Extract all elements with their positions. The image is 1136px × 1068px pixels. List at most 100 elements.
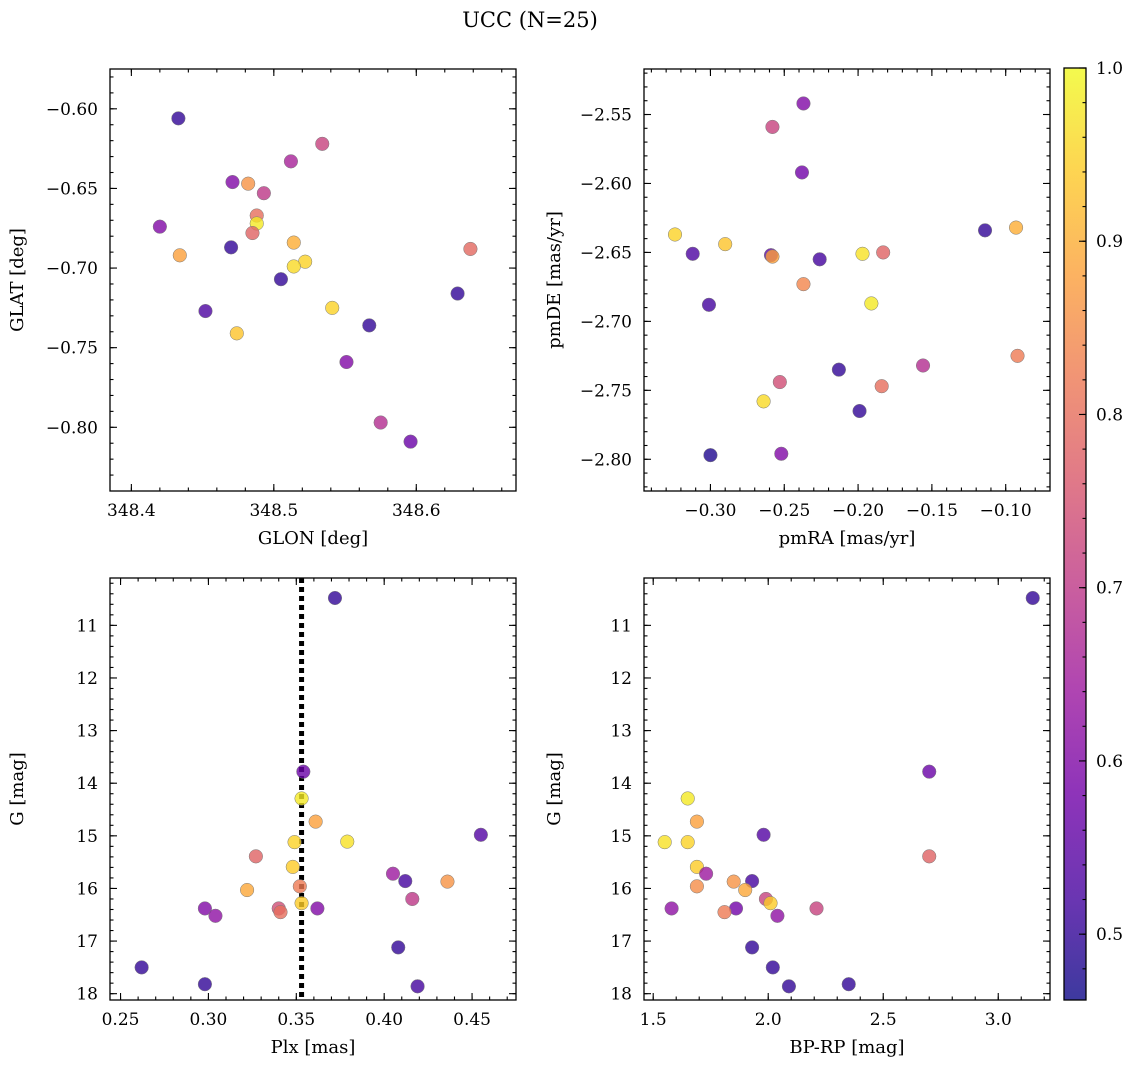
scatter-point <box>864 296 879 311</box>
scatter-point <box>339 354 354 370</box>
x-tick-label: 0.30 <box>189 1010 227 1030</box>
x-tick-label: 348.4 <box>107 501 156 521</box>
x-tick-label: −0.25 <box>758 501 810 521</box>
scatter-point <box>689 814 704 829</box>
x-axis-label: BP-RP [mag] <box>789 1037 904 1058</box>
scatter-point <box>770 908 785 923</box>
scatter-point <box>738 882 753 898</box>
scatter-point <box>241 176 256 191</box>
y-tick-label: −2.70 <box>580 312 632 332</box>
y-tick-label: 18 <box>76 985 98 1005</box>
scatter-point <box>915 358 931 373</box>
scatter-point <box>391 940 406 955</box>
y-tick-label: 18 <box>610 985 632 1005</box>
scatter-point <box>763 896 778 911</box>
scatter-point <box>240 882 255 898</box>
scatter-point <box>876 245 891 260</box>
y-axis-label: G [mag] <box>544 752 565 825</box>
scatter-point <box>362 318 377 333</box>
scatter-point <box>450 286 465 301</box>
x-axis-label: pmRA [mas/yr] <box>779 528 916 549</box>
scatter-point <box>1010 348 1025 363</box>
scatter-point <box>765 960 780 975</box>
scatter-point <box>756 394 771 409</box>
axes-frame <box>109 68 517 492</box>
y-tick-label: −0.70 <box>46 259 98 279</box>
figure-title: UCC (N=25) <box>462 8 598 32</box>
y-tick-label: −2.75 <box>580 381 632 401</box>
scatter-point <box>292 879 307 894</box>
scatter-point <box>245 225 260 241</box>
x-tick-label: 0.40 <box>365 1010 403 1030</box>
x-tick-label: 0.25 <box>102 1010 140 1030</box>
scatter-point <box>398 874 413 889</box>
scatter-point <box>874 379 889 394</box>
scatter-point <box>273 272 289 287</box>
scatter-point <box>463 241 478 256</box>
scatter-point <box>680 835 695 850</box>
scatter-point <box>310 901 325 916</box>
scatter-point <box>308 814 323 829</box>
x-tick-label: −0.15 <box>906 501 958 521</box>
scatter-point <box>657 835 672 850</box>
x-tick-label: 1.5 <box>640 1010 667 1030</box>
scatter-point <box>699 866 714 881</box>
y-tick-label: −0.80 <box>46 418 98 438</box>
y-tick-label: 17 <box>610 932 632 952</box>
scatter-point <box>922 764 937 779</box>
scatter-point <box>325 300 340 315</box>
y-tick-label: 13 <box>610 722 632 742</box>
scatter-point <box>794 165 810 180</box>
x-tick-label: 3.0 <box>985 1010 1012 1030</box>
scatter-point <box>385 866 401 881</box>
y-axis-label: GLAT [deg] <box>7 228 28 332</box>
x-tick-label: 0.35 <box>277 1010 315 1030</box>
scatter-point <box>197 977 212 992</box>
scatter-point <box>855 246 870 261</box>
scatter-panel-2: −0.30 −0.25 −0.20 −0.15 −0.10 −2.80 −2.75 −2.70… <box>544 68 1051 549</box>
scatter-panel-3: 0.25 0.30 0.35 0.40 0.45 11 12 13 14 15 16 17 18 Plx … <box>7 577 517 1058</box>
scatter-point <box>756 827 771 842</box>
y-tick-label: 16 <box>610 879 632 899</box>
scatter-point <box>726 874 741 889</box>
y-tick-label: −2.80 <box>580 450 632 470</box>
x-tick-label: 2.0 <box>755 1010 782 1030</box>
scatter-point <box>667 227 683 242</box>
y-tick-label: 15 <box>76 827 98 847</box>
scatter-point <box>1008 220 1024 235</box>
scatter-point <box>327 590 343 606</box>
scatter-point <box>224 240 239 255</box>
x-tick-label: 348.5 <box>249 501 298 521</box>
scatter-point <box>285 859 300 874</box>
scatter-point <box>781 979 796 994</box>
scatter-point <box>296 764 311 779</box>
y-tick-label: 11 <box>76 616 98 636</box>
axes-frame <box>643 68 1051 492</box>
x-axis-label: Plx [mas] <box>271 1037 356 1058</box>
scatter-point <box>701 297 717 312</box>
y-tick-label: 15 <box>610 827 632 847</box>
scatter-point <box>680 791 695 806</box>
scatter-point <box>152 219 167 234</box>
scatter-point <box>852 403 867 419</box>
scatter-point <box>134 960 149 975</box>
scatter-point <box>315 136 330 151</box>
scatter-point <box>403 434 418 449</box>
x-tick-label: −0.10 <box>980 501 1032 521</box>
scatter-point <box>286 235 301 250</box>
scatter-point <box>405 891 420 907</box>
y-axis-label: G [mag] <box>7 752 28 825</box>
scatter-point <box>283 154 298 169</box>
scatter-point <box>796 96 811 111</box>
scatter-point <box>703 448 718 463</box>
scatter-point <box>172 248 187 263</box>
y-tick-label: 12 <box>76 669 98 689</box>
scatter-point <box>248 849 263 864</box>
y-tick-label: −2.60 <box>580 174 632 194</box>
y-tick-label: 11 <box>610 616 632 636</box>
scatter-points <box>134 590 488 994</box>
scatter-point <box>286 259 301 274</box>
scatter-point <box>831 362 846 377</box>
scatter-point <box>229 326 244 341</box>
